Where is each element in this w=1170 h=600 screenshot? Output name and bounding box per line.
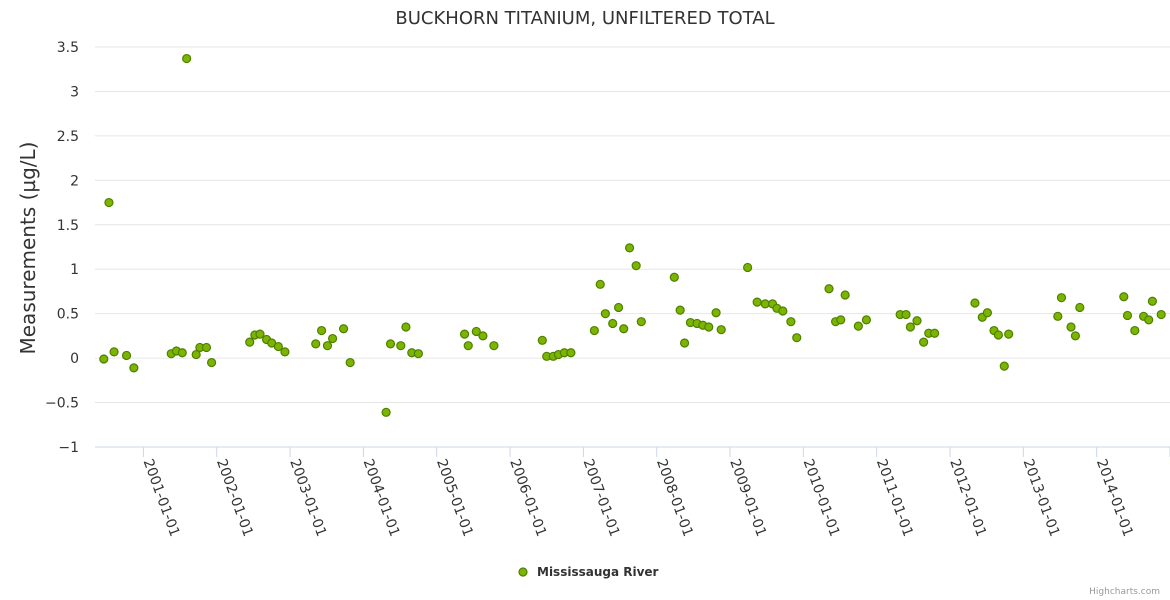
- data-point[interactable]: [993, 330, 1004, 340]
- data-point[interactable]: [999, 361, 1009, 371]
- data-point[interactable]: [778, 306, 788, 316]
- data-point[interactable]: [311, 339, 321, 349]
- data-point[interactable]: [619, 324, 629, 334]
- data-point[interactable]: [1056, 293, 1067, 303]
- data-point[interactable]: [191, 349, 201, 360]
- chart-title: BUCKHORN TITANIUM, UNFILTERED TOTAL: [395, 8, 774, 29]
- y-tick-label: 0: [70, 351, 79, 367]
- data-point[interactable]: [743, 262, 753, 273]
- data-point[interactable]: [716, 325, 726, 335]
- data-point[interactable]: [624, 243, 635, 253]
- data-point[interactable]: [930, 328, 940, 338]
- data-point[interactable]: [273, 341, 283, 352]
- data-point[interactable]: [1147, 296, 1158, 306]
- data-point[interactable]: [608, 318, 618, 329]
- legend-marker-icon[interactable]: [518, 567, 528, 577]
- data-point[interactable]: [413, 349, 423, 359]
- data-point[interactable]: [853, 321, 863, 331]
- data-point[interactable]: [704, 322, 714, 332]
- data-point[interactable]: [1130, 325, 1140, 336]
- data-point[interactable]: [566, 348, 576, 358]
- data-point[interactable]: [901, 309, 911, 320]
- data-point[interactable]: [401, 322, 411, 332]
- data-point[interactable]: [840, 290, 850, 300]
- series-mississauga-river: [99, 53, 1166, 417]
- data-point[interactable]: [752, 297, 762, 307]
- data-point[interactable]: [675, 305, 685, 315]
- data-point[interactable]: [182, 53, 192, 64]
- data-point[interactable]: [121, 350, 132, 361]
- data-point[interactable]: [327, 333, 338, 344]
- data-point[interactable]: [104, 197, 114, 208]
- y-tick-label: 3.5: [57, 40, 79, 56]
- data-point[interactable]: [836, 315, 846, 325]
- data-point[interactable]: [679, 338, 690, 348]
- data-point[interactable]: [919, 337, 929, 347]
- data-point[interactable]: [109, 347, 119, 357]
- data-point[interactable]: [589, 325, 599, 336]
- data-point[interactable]: [471, 326, 481, 337]
- data-point[interactable]: [982, 308, 993, 318]
- y-axis-ticks: 3.5 3 2.5 2 1.5 1 0.5 0 −0.5 −1: [45, 40, 79, 456]
- y-axis-label: Measurements (µg/L): [16, 142, 40, 355]
- data-point[interactable]: [280, 347, 290, 357]
- y-tick-label: 1: [70, 262, 79, 278]
- data-point[interactable]: [1144, 315, 1154, 325]
- data-point[interactable]: [792, 333, 802, 343]
- credits-link[interactable]: Highcharts.com: [1089, 587, 1160, 597]
- data-point[interactable]: [345, 357, 355, 368]
- data-point[interactable]: [255, 329, 265, 339]
- data-point[interactable]: [537, 335, 547, 345]
- data-point[interactable]: [595, 279, 605, 289]
- y-tick-label: −1: [58, 440, 79, 456]
- data-point[interactable]: [129, 363, 139, 373]
- data-point[interactable]: [905, 322, 916, 332]
- data-point[interactable]: [1119, 292, 1129, 302]
- data-point[interactable]: [786, 317, 796, 327]
- data-point[interactable]: [669, 272, 679, 282]
- data-point[interactable]: [613, 302, 624, 313]
- y-tick-label: 3: [70, 84, 79, 100]
- data-point[interactable]: [316, 325, 327, 336]
- y-tick-label: 1.5: [57, 218, 79, 234]
- y-tick-label: 2.5: [57, 129, 79, 145]
- data-point[interactable]: [99, 354, 109, 364]
- y-tick-label: −0.5: [45, 396, 79, 412]
- data-point[interactable]: [381, 407, 391, 417]
- data-point[interactable]: [206, 357, 217, 368]
- data-point[interactable]: [1066, 322, 1076, 332]
- data-point[interactable]: [1070, 331, 1081, 341]
- data-point[interactable]: [631, 261, 641, 271]
- data-point[interactable]: [1156, 309, 1166, 320]
- legend-item-mississauga-river[interactable]: Mississauga River: [537, 565, 659, 579]
- data-point[interactable]: [711, 308, 721, 318]
- data-point[interactable]: [201, 342, 212, 353]
- data-point[interactable]: [489, 341, 499, 351]
- data-point[interactable]: [912, 316, 922, 326]
- data-point[interactable]: [1053, 311, 1063, 321]
- data-point[interactable]: [396, 341, 406, 351]
- data-point[interactable]: [459, 329, 470, 339]
- data-point[interactable]: [1122, 310, 1133, 321]
- legend[interactable]: Mississauga River: [518, 565, 659, 579]
- data-point[interactable]: [1075, 302, 1085, 313]
- data-point[interactable]: [970, 298, 980, 308]
- data-point[interactable]: [385, 339, 396, 349]
- data-point[interactable]: [245, 337, 255, 347]
- y-tick-label: 0.5: [57, 307, 79, 323]
- data-point[interactable]: [861, 315, 872, 325]
- data-point[interactable]: [1004, 329, 1014, 339]
- y-tick-label: 2: [70, 173, 79, 189]
- data-point[interactable]: [338, 324, 349, 334]
- data-point[interactable]: [600, 309, 610, 319]
- data-point[interactable]: [322, 341, 333, 351]
- data-point[interactable]: [463, 341, 473, 351]
- data-point[interactable]: [478, 331, 488, 341]
- data-point[interactable]: [177, 348, 187, 358]
- data-point[interactable]: [824, 284, 834, 294]
- data-point[interactable]: [636, 317, 646, 327]
